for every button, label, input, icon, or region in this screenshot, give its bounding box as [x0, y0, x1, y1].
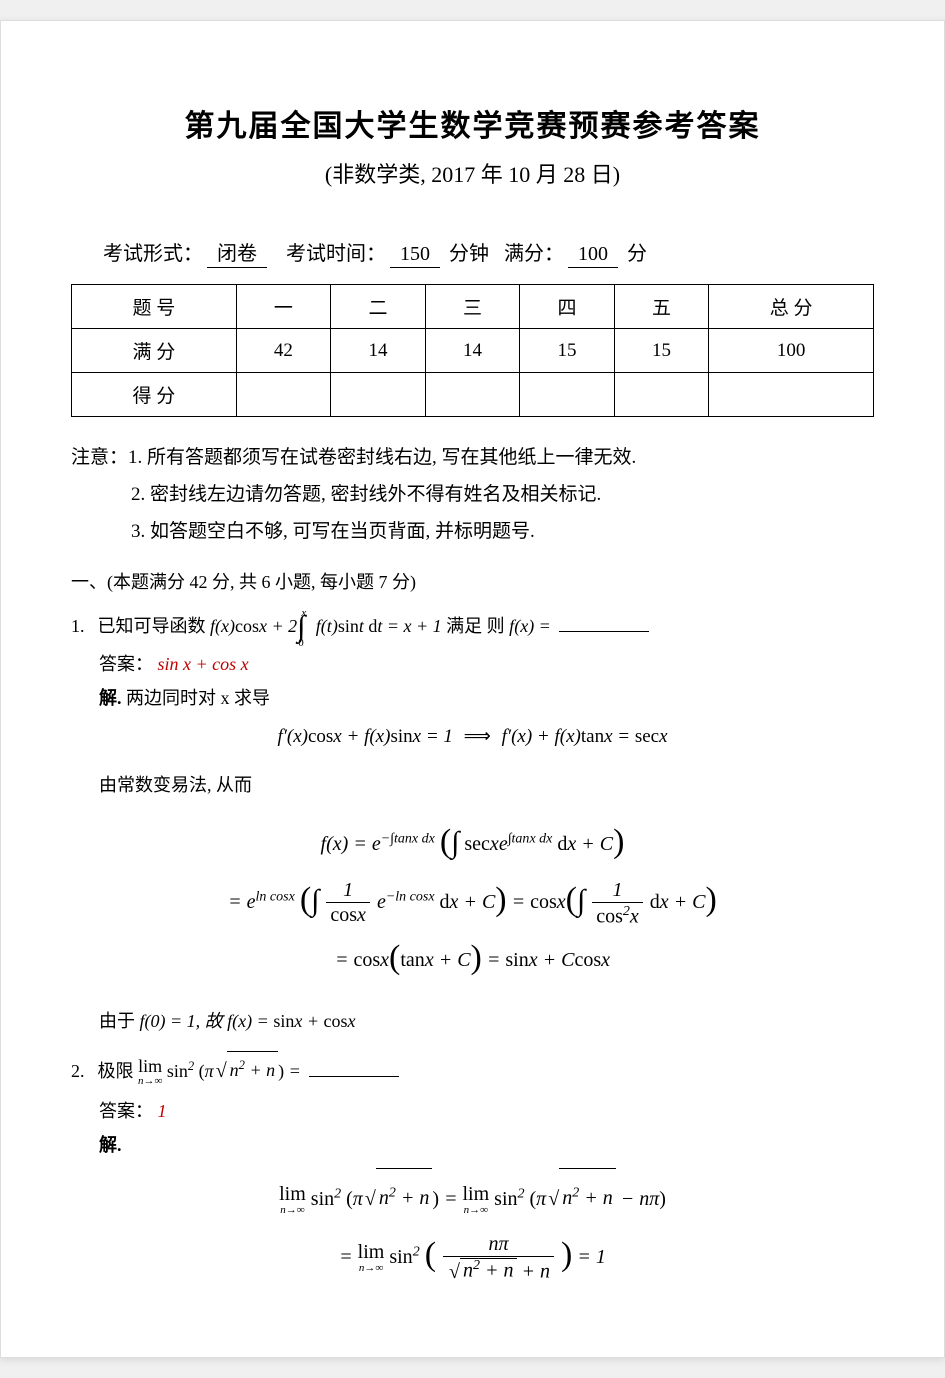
full-value: 100 [568, 243, 618, 268]
full-unit: 分 [627, 243, 647, 265]
score-header: 一 [236, 285, 331, 329]
problem-stem-text: 满足 则 [446, 616, 509, 636]
exam-info-line: 考试形式：闭卷 考试时间：150 分钟 满分：100 分 [71, 237, 874, 266]
solution-line: 解. 两边同时对 x 求导 [99, 684, 874, 710]
score-cell [709, 373, 874, 417]
answer-value: 1 [158, 1101, 167, 1121]
form-value: 闭卷 [207, 243, 267, 268]
score-header: 四 [520, 285, 615, 329]
full-label: 满分： [504, 243, 564, 265]
table-row: 题 号 一 二 三 四 五 总 分 [72, 285, 874, 329]
score-header: 题 号 [72, 285, 237, 329]
problem-number: 2. [71, 1053, 93, 1089]
score-cell: 满 分 [72, 329, 237, 373]
score-cell [520, 373, 615, 417]
score-cell: 15 [614, 329, 709, 373]
answer-blank [309, 1076, 399, 1077]
score-table: 题 号 一 二 三 四 五 总 分 满 分 42 14 14 15 15 100… [71, 284, 874, 417]
score-header: 总 分 [709, 285, 874, 329]
section-1-head: 一、(本题满分 42 分, 共 6 小题, 每小题 7 分) [71, 568, 874, 594]
form-label: 考试形式： [103, 243, 203, 265]
score-header: 五 [614, 285, 709, 329]
score-cell: 得 分 [72, 373, 237, 417]
notice-label: 注意： [71, 439, 128, 476]
math-inline: f(x)cosx + 2∫x0f(t)sint dt = x + 1 [210, 616, 446, 636]
answer-label: 答案： [99, 654, 153, 674]
solution-label: 解. [99, 688, 122, 708]
exam-page: 第九届全国大学生数学竞赛预赛参考答案 (非数学类, 2017 年 10 月 28… [0, 20, 945, 1358]
answer-line: 答案： 1 [99, 1097, 874, 1123]
answer-line: 答案： sin x + cos x [99, 650, 874, 676]
notice-text: 2. 密封线左边请勿答题, 密封线外不得有姓名及相关标记. [131, 476, 874, 513]
math-block: f′(x)cosx + f(x)sinx = 1 ⟹ f′(x) + f(x)t… [71, 722, 874, 752]
math-block: f(x) = e−∫tanx dx (∫ secxe∫tanx dx dx + … [71, 815, 874, 989]
problem-stem-text: 已知可导函数 [98, 616, 211, 636]
problem-2: 2. 极限 limn→∞ sin2 (πn2 + n) = [71, 1051, 874, 1091]
score-cell: 14 [425, 329, 520, 373]
answer-blank [559, 631, 649, 632]
math-inline: f(x) = [509, 616, 555, 636]
score-cell [614, 373, 709, 417]
notice-text: 1. 所有答题都须写在试卷密封线右边, 写在其他纸上一律无效. [128, 439, 636, 476]
score-cell [425, 373, 520, 417]
score-cell: 100 [709, 329, 874, 373]
table-row: 得 分 [72, 373, 874, 417]
answer-label: 答案： [99, 1101, 153, 1121]
method-line: 由常数变易法, 从而 [99, 771, 874, 797]
solution-label: 解. [99, 1135, 122, 1155]
score-cell: 14 [331, 329, 426, 373]
time-value: 150 [390, 243, 440, 268]
math-block: limn→∞ sin2 (πn2 + n) = limn→∞ sin2 (πn2… [71, 1169, 874, 1286]
problem-stem-text: 极限 [98, 1061, 139, 1081]
final-prefix: 由于 [99, 1011, 140, 1031]
solution-line: 解. [99, 1131, 874, 1157]
notice-block: 注意： 1. 所有答题都须写在试卷密封线右边, 写在其他纸上一律无效. 2. 密… [71, 439, 874, 550]
problem-1: 1. 已知可导函数 f(x)cosx + 2∫x0f(t)sint dt = x… [71, 608, 874, 644]
notice-text: 3. 如答题空白不够, 可写在当页背面, 并标明题号. [131, 513, 874, 550]
score-cell [331, 373, 426, 417]
time-unit: 分钟 [449, 243, 489, 265]
notice-line: 注意： 1. 所有答题都须写在试卷密封线右边, 写在其他纸上一律无效. [71, 439, 874, 476]
math-inline: f(0) = 1, 故 f(x) = sinx + cosx [140, 1011, 356, 1031]
score-header: 三 [425, 285, 520, 329]
time-label: 考试时间： [286, 243, 386, 265]
final-line: 由于 f(0) = 1, 故 f(x) = sinx + cosx [99, 1007, 874, 1033]
score-cell: 42 [236, 329, 331, 373]
score-cell: 15 [520, 329, 615, 373]
math-inline: limn→∞ sin2 (πn2 + n) = [138, 1061, 305, 1081]
table-row: 满 分 42 14 14 15 15 100 [72, 329, 874, 373]
problem-number: 1. [71, 608, 93, 644]
answer-value: sin x + cos x [158, 654, 249, 674]
page-subtitle: (非数学类, 2017 年 10 月 28 日) [71, 157, 874, 189]
score-header: 二 [331, 285, 426, 329]
solution-text: 两边同时对 x 求导 [126, 688, 270, 708]
score-cell [236, 373, 331, 417]
page-title: 第九届全国大学生数学竞赛预赛参考答案 [71, 101, 874, 145]
